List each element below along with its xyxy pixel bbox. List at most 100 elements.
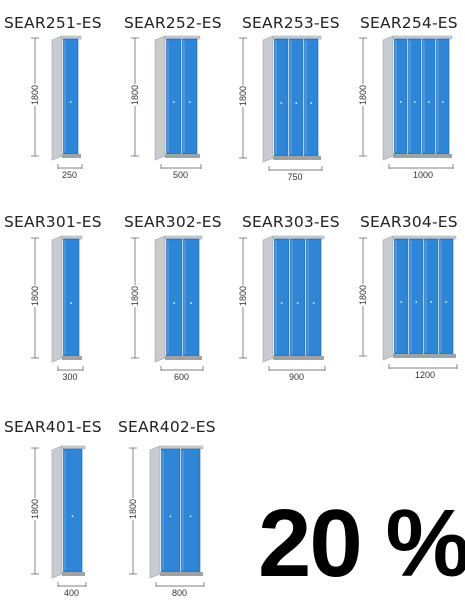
locker-side-panel [51,35,63,161]
model-title: SEAR253-ES [242,14,340,32]
door-lock [295,102,298,104]
locker-side-panel [262,35,274,163]
locker-door [289,38,304,157]
locker-door [274,238,290,357]
width-label: 500 [173,170,189,180]
width-label: 900 [289,372,305,382]
locker-drawing [262,235,326,371]
locker-door [304,38,319,157]
locker-illustration: 250 [51,35,83,186]
door-lock [70,302,73,304]
height-label: 1800 [130,83,141,107]
locker-base [165,154,200,158]
width-label: 1000 [413,170,434,180]
locker-door [394,238,409,355]
locker-illustration: 750 [262,35,323,188]
door-lock [188,101,191,103]
door-lock [310,102,313,104]
locker-top [392,235,457,240]
height-label: 1800 [238,284,249,308]
locker-side-panel [262,235,274,363]
width-label: 400 [64,588,80,598]
locker-illustration: 500 [154,35,202,186]
door-lock [173,302,176,304]
door-lock [445,301,448,303]
locker-base [62,356,82,360]
width-label: 1200 [415,370,436,380]
locker-door [439,238,454,355]
locker-top [392,35,453,40]
locker-side-panel [154,235,166,363]
height-label: 1800 [30,497,41,521]
locker-base [393,354,456,358]
locker-illustration: 1200 [382,235,458,386]
locker-door [274,38,289,157]
locker-side-panel [51,445,63,579]
height-label: 1800 [128,497,139,521]
locker-base [62,572,85,576]
locker-top [61,235,83,240]
locker-top [61,35,82,40]
locker-illustration: 600 [154,235,204,388]
model-title: SEAR252-ES [124,14,222,32]
width-label: 600 [174,372,190,382]
door-lock [169,515,172,518]
door-lock [427,101,430,103]
locker-drawing [262,35,323,171]
locker-door [409,238,424,355]
locker-door [166,38,182,155]
width-label: 250 [62,170,78,180]
locker-drawing [51,445,87,587]
locker-door [161,448,181,573]
locker-side-panel [149,445,161,579]
door-lock [190,302,193,304]
locker-door [63,38,79,155]
locker-top [159,445,204,450]
locker-base [393,154,452,158]
locker-top [61,445,86,450]
model-title: SEAR254-ES [360,14,458,32]
locker-top [164,235,203,240]
door-lock [399,101,402,103]
model-title: SEAR251-ES [4,14,102,32]
height-label: 1800 [30,83,41,107]
promo-discount: 20 % [258,490,465,597]
door-lock [312,302,315,304]
height-label: 1800 [130,284,141,308]
door-lock [441,101,444,103]
locker-door [181,448,201,573]
locker-drawing [382,235,458,369]
locker-door [290,238,306,357]
locker-base [273,156,321,160]
height-label: 1800 [358,83,369,107]
locker-illustration: 400 [51,445,87,604]
locker-drawing [382,35,454,169]
door-lock [413,101,416,103]
height-label: 1800 [238,84,249,108]
door-lock [280,102,283,104]
locker-base [273,356,324,360]
model-title: SEAR402-ES [118,418,216,436]
locker-door [306,238,322,357]
locker-drawing [51,35,83,169]
door-lock [430,301,433,303]
locker-drawing [149,445,205,587]
locker-base [165,356,202,360]
locker-side-panel [382,35,394,161]
locker-drawing [154,235,204,371]
locker-top [272,235,325,240]
width-label: 300 [62,372,78,382]
width-label: 750 [287,172,303,182]
locker-illustration: 800 [149,445,205,604]
height-label: 1800 [30,284,41,308]
locker-side-panel [51,235,63,363]
door-lock [280,302,283,304]
locker-side-panel [382,235,394,361]
model-title: SEAR302-ES [124,213,222,231]
locker-top [164,35,201,40]
door-lock [415,301,418,303]
locker-illustration: 900 [262,235,326,388]
door-lock [69,101,72,103]
door-lock [296,302,299,304]
width-label: 800 [172,588,188,598]
